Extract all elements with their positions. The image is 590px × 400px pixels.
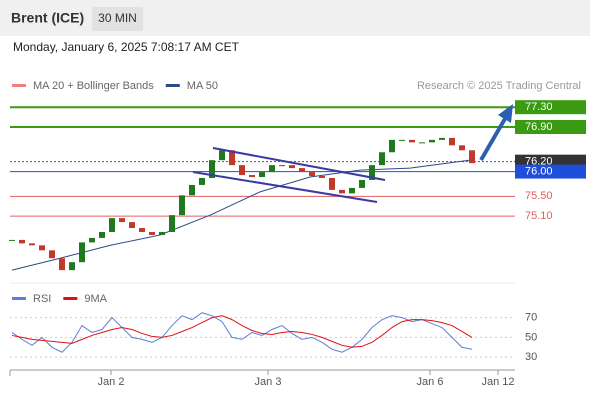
candle xyxy=(59,258,65,271)
candle xyxy=(149,231,155,235)
level-label: 76.90 xyxy=(525,121,553,133)
level-label: 76.00 xyxy=(525,165,553,177)
candle xyxy=(399,139,405,141)
rsi-tick-label: 50 xyxy=(525,331,537,343)
legend-label: 9MA xyxy=(84,293,107,305)
timestamp: Monday, January 6, 2025 7:08:17 AM CET xyxy=(13,40,240,54)
level-box xyxy=(515,164,586,179)
x-tick-label: Jan 6 xyxy=(417,376,444,388)
candle xyxy=(289,165,295,169)
candle xyxy=(299,168,305,173)
candle xyxy=(259,172,265,178)
legend-swatch xyxy=(12,84,26,87)
legend-swatch xyxy=(63,297,78,300)
rsi-tick-label: 30 xyxy=(525,351,537,363)
candle xyxy=(379,152,385,166)
candle xyxy=(9,239,15,241)
symbol: Brent (ICE) xyxy=(11,10,84,26)
x-tick-label: Jan 12 xyxy=(481,376,514,388)
legend-swatch xyxy=(12,297,26,300)
level-label: 75.50 xyxy=(525,190,553,202)
candle xyxy=(209,160,215,179)
candle xyxy=(159,231,165,235)
candle xyxy=(369,165,375,180)
level-box xyxy=(515,100,586,115)
candle xyxy=(19,239,25,244)
candle xyxy=(79,242,85,263)
interval: 30 MIN xyxy=(98,11,137,25)
candle xyxy=(249,175,255,178)
candle xyxy=(319,176,325,179)
candle xyxy=(129,222,135,229)
level-label: 75.10 xyxy=(525,210,553,222)
candle xyxy=(439,137,445,140)
arrow-head xyxy=(498,104,513,123)
trend-line xyxy=(212,147,386,181)
candle xyxy=(389,139,395,153)
candle xyxy=(449,137,455,146)
candle xyxy=(219,150,225,161)
candle xyxy=(329,178,335,190)
credit: Research © 2025 Trading Central xyxy=(417,80,581,92)
candle xyxy=(179,195,185,216)
candle xyxy=(409,139,415,143)
candle xyxy=(169,215,175,232)
candle xyxy=(29,243,35,246)
forecast-arrow xyxy=(479,115,508,162)
rsi-tick-label: 70 xyxy=(525,312,537,324)
legend-label: MA 20 + Bollinger Bands xyxy=(33,80,154,92)
candle xyxy=(89,237,95,243)
candle xyxy=(429,139,435,143)
candle xyxy=(49,250,55,259)
candle xyxy=(239,165,245,176)
candle xyxy=(229,150,235,166)
candle xyxy=(269,165,275,173)
legend-swatch xyxy=(165,84,180,87)
candle xyxy=(349,187,355,194)
level-box xyxy=(515,120,586,134)
legend-label: RSI xyxy=(33,293,51,305)
candle xyxy=(419,142,425,144)
rsi-line xyxy=(11,312,473,353)
level-label: 77.30 xyxy=(525,101,553,113)
x-tick-label: Jan 2 xyxy=(98,376,125,388)
candle xyxy=(309,172,315,177)
trend-lines xyxy=(192,104,513,203)
legend-label: MA 50 xyxy=(187,80,218,92)
candle xyxy=(39,245,45,251)
candle xyxy=(199,178,205,185)
trend-line xyxy=(192,171,378,203)
rsi-line xyxy=(11,315,473,348)
candle xyxy=(359,179,365,188)
candle xyxy=(139,228,145,232)
candle xyxy=(459,145,465,151)
candle xyxy=(109,218,115,232)
candle xyxy=(119,218,125,223)
candle xyxy=(189,184,195,196)
candle xyxy=(279,165,285,167)
candle xyxy=(339,189,345,194)
x-tick-label: Jan 3 xyxy=(255,376,282,388)
header-bar xyxy=(0,0,590,36)
interval-badge[interactable] xyxy=(92,7,143,31)
candle xyxy=(469,150,475,164)
candle xyxy=(69,262,75,271)
candle xyxy=(99,231,105,238)
